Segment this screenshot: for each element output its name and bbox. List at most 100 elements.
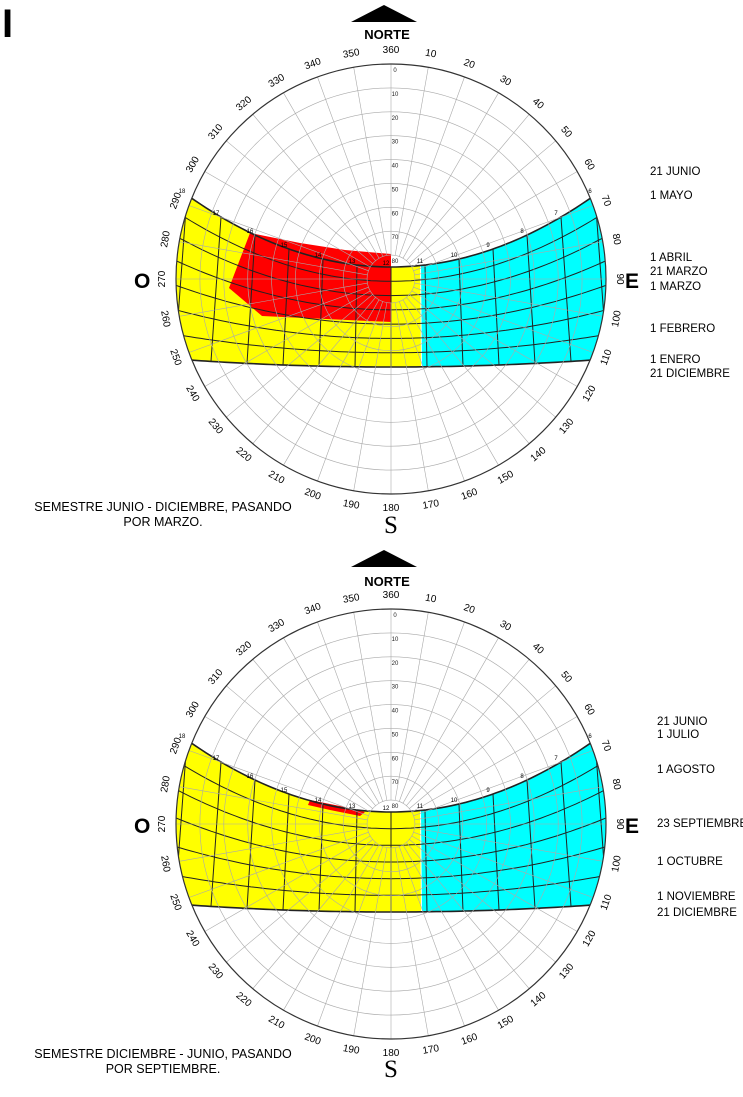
azimuth-label: 200 [303, 1032, 323, 1048]
hour-line [458, 258, 464, 367]
azimuth-label: 330 [267, 617, 287, 635]
azimuth-line [226, 294, 373, 418]
azimuth-line [283, 637, 380, 804]
azimuth-label: 310 [206, 667, 225, 687]
hour-label: 13 [349, 259, 356, 265]
hour-label: 15 [281, 243, 288, 249]
azimuth-label: 100 [610, 854, 624, 873]
azimuth-label: 280 [159, 230, 173, 249]
hour-label: 11 [417, 259, 424, 265]
azimuth-line [394, 612, 429, 801]
azimuth-label: 230 [206, 417, 225, 437]
afternoon-region [421, 187, 606, 367]
azimuth-line [394, 67, 429, 256]
hour-label: 18 [179, 189, 186, 195]
azimuth-label: 270 [157, 270, 168, 287]
azimuth-line [226, 839, 373, 963]
azimuth-line [226, 685, 373, 809]
hour-line [318, 803, 324, 912]
azimuth-label: 340 [303, 56, 323, 72]
hour-label: 16 [247, 774, 254, 780]
altitude-label: 0 [393, 68, 397, 74]
azimuth-label: 360 [383, 590, 400, 601]
altitude-label: 60 [392, 756, 399, 762]
altitude-label: 50 [392, 732, 399, 738]
azimuth-line [402, 92, 499, 259]
hour-label: 6 [588, 734, 592, 740]
hour-label: 15 [281, 788, 288, 794]
azimuth-line [353, 302, 388, 491]
azimuth-label: 350 [342, 592, 361, 606]
azimuth-label: 130 [557, 416, 576, 436]
morning-region [176, 732, 421, 912]
azimuth-label: 220 [234, 990, 254, 1009]
altitude-label: 40 [392, 709, 399, 715]
afternoon-region [421, 732, 606, 912]
azimuth-line [283, 299, 380, 466]
azimuth-line [414, 282, 603, 317]
azimuth-label: 130 [557, 961, 576, 981]
date-label: 21 DICIEMBRE [657, 907, 737, 919]
azimuth-label: 330 [267, 72, 287, 90]
azimuth-line [179, 786, 368, 821]
azimuth-label: 80 [610, 233, 623, 246]
azimuth-label: 210 [266, 1014, 286, 1032]
azimuth-label: 20 [462, 57, 477, 71]
azimuth-label: 320 [234, 94, 254, 113]
hour-line [560, 761, 572, 907]
azimuth-label: 50 [558, 124, 574, 140]
azimuth-line [413, 831, 594, 898]
azimuth-line [398, 846, 465, 1027]
hour-label: 7 [554, 211, 558, 217]
azimuth-label: 240 [183, 384, 201, 404]
azimuth-line [252, 659, 376, 806]
horizon-circle [175, 63, 607, 495]
date-label: 21 MARZO [650, 266, 708, 278]
sun-path-diagram-2: 360 1020304050607080901001101201301401501… [157, 590, 625, 1059]
azimuth-label: 270 [157, 815, 168, 832]
hour-label: 17 [213, 211, 220, 217]
hour-label: 17 [213, 756, 220, 762]
azimuth-label: 150 [496, 469, 516, 487]
south-label: S [384, 1056, 398, 1083]
altitude-label: 20 [392, 661, 399, 667]
hour-line [492, 793, 500, 911]
caption-line: SEMESTRE JUNIO - DICIEMBRE, PASANDO [34, 500, 292, 514]
azimuth-label: 190 [342, 1043, 361, 1057]
azimuth-label: 200 [303, 487, 323, 503]
azimuth-line [402, 299, 499, 466]
altitude-label: 30 [392, 140, 399, 146]
azimuth-line [413, 205, 594, 272]
caption-line: SEMESTRE DICIEMBRE - JUNIO, PASANDO [34, 1047, 292, 1061]
azimuth-label: 180 [383, 1048, 400, 1059]
date-label: 21 DICIEMBRE [650, 368, 730, 380]
hour-line [246, 779, 256, 909]
date-label: 23 SEPTIEMBRE [657, 818, 743, 830]
hour-label: 11 [417, 804, 424, 810]
azimuth-line [414, 827, 603, 862]
azimuth-line [398, 621, 465, 802]
hour-label: 14 [315, 253, 322, 259]
hour-line [210, 761, 222, 907]
azimuth-label: 180 [383, 503, 400, 514]
azimuth-line [398, 76, 465, 257]
azimuth-line [204, 716, 371, 813]
north-arrow-icon [351, 5, 417, 22]
azimuth-label: 280 [159, 775, 173, 794]
altitude-label: 80 [392, 259, 399, 265]
azimuth-label: 210 [266, 469, 286, 487]
caption-line: POR MARZO. [123, 515, 203, 529]
azimuth-line [252, 297, 376, 444]
hour-label: 14 [315, 798, 322, 804]
caption: SEMESTRE JUNIO - DICIEMBRE, PASANDO POR … [3, 500, 323, 530]
azimuth-line [179, 241, 368, 276]
hour-line [458, 803, 464, 912]
hour-line [560, 216, 572, 362]
hour-label: 9 [486, 788, 490, 794]
azimuth-line [413, 286, 594, 353]
sun-path-diagram-1: 360 1020304050607080901001101201301401501… [157, 45, 625, 514]
azimuth-line [406, 659, 530, 806]
hour-line [318, 258, 324, 367]
azimuth-label: 110 [599, 348, 615, 367]
azimuth-label: 290 [168, 191, 184, 211]
